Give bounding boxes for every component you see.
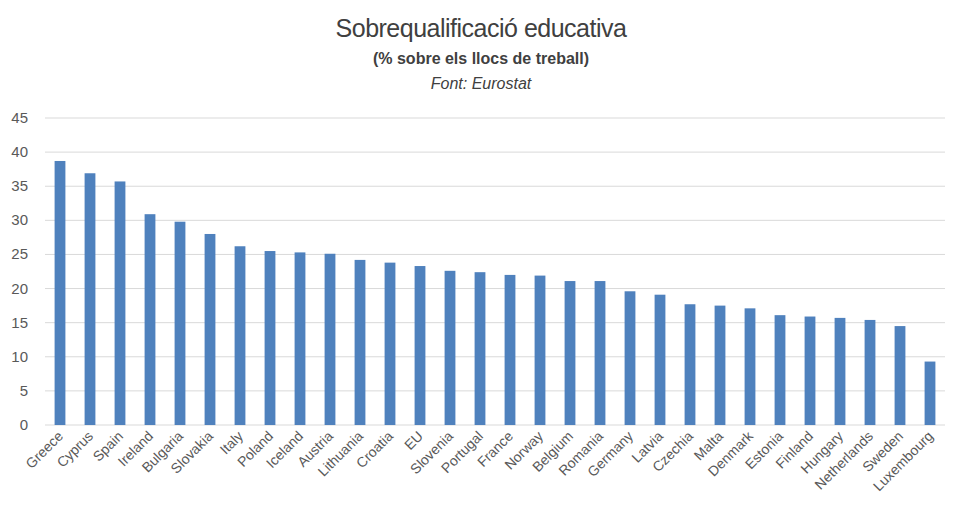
bar — [805, 317, 816, 425]
y-tick-label: 5 — [20, 382, 28, 399]
grid — [45, 118, 945, 425]
chart-svg: Sobrequalificació educativa (% sobre els … — [0, 0, 962, 520]
chart-container: Sobrequalificació educativa (% sobre els … — [0, 0, 962, 520]
bar — [85, 173, 96, 425]
bar — [325, 254, 336, 425]
bar — [685, 304, 696, 425]
bar — [295, 252, 306, 425]
bar — [145, 214, 156, 425]
bar — [745, 308, 756, 425]
grid-line — [45, 186, 945, 187]
x-tick-label: Croatia — [353, 428, 396, 471]
bar — [235, 246, 246, 425]
bar — [535, 276, 546, 425]
x-tick-label: Portugal — [438, 428, 486, 476]
bars — [55, 161, 936, 425]
bar — [505, 275, 516, 425]
bar — [115, 181, 126, 425]
bar — [205, 234, 216, 425]
bar — [655, 295, 666, 425]
grid-line — [45, 152, 945, 153]
bar — [865, 320, 876, 425]
bar — [415, 266, 426, 425]
bar — [55, 161, 66, 425]
x-tick-label: Czechia — [649, 428, 696, 475]
bar — [835, 318, 846, 425]
bar — [265, 251, 276, 425]
grid-line — [45, 118, 945, 119]
x-tick-label: Cyprus — [53, 428, 96, 471]
y-tick-label: 25 — [11, 245, 28, 262]
x-tick-label: Luxembourg — [870, 428, 936, 494]
bar — [925, 362, 936, 425]
bar — [355, 260, 366, 425]
bar — [385, 263, 396, 425]
y-tick-label: 20 — [11, 280, 28, 297]
bar — [445, 271, 456, 425]
x-tick-label: Slovakia — [167, 428, 216, 477]
y-tick-label: 10 — [11, 348, 28, 365]
bar — [175, 222, 186, 425]
bar — [895, 326, 906, 425]
y-tick-label: 40 — [11, 143, 28, 160]
bar — [595, 281, 606, 425]
bar — [625, 291, 636, 425]
source: Font: Eurostat — [431, 75, 532, 92]
y-tick-label: 30 — [11, 211, 28, 228]
bar — [475, 272, 486, 425]
y-tick-label: 15 — [11, 314, 28, 331]
y-tick-label: 0 — [20, 416, 28, 433]
grid-line — [45, 220, 945, 221]
title: Sobrequalificació educativa — [336, 14, 627, 42]
subtitle: (% sobre els llocs de treball) — [373, 50, 589, 67]
y-tick-label: 35 — [11, 177, 28, 194]
bar — [715, 306, 726, 425]
y-tick-label: 45 — [11, 109, 28, 126]
bar — [775, 315, 786, 425]
bar — [565, 281, 576, 425]
